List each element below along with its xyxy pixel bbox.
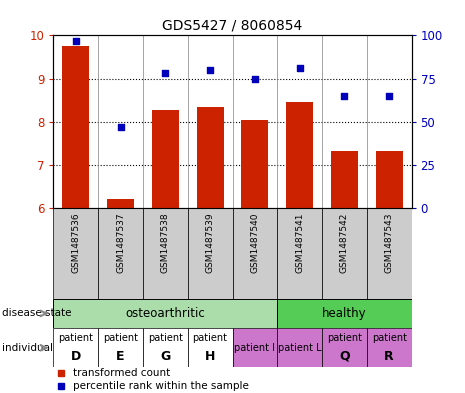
Text: osteoarthritic: osteoarthritic (126, 307, 205, 320)
Bar (107, 199, 134, 208)
Bar (152, 110, 179, 208)
Point (206, 67, 214, 73)
Text: transformed count: transformed count (73, 368, 170, 378)
Bar (331, 151, 358, 208)
Text: E: E (116, 350, 125, 363)
Text: GSM1487539: GSM1487539 (206, 213, 215, 274)
Bar (143, 208, 188, 299)
Bar (98, 328, 143, 367)
Text: individual: individual (2, 343, 53, 353)
Text: GSM1487543: GSM1487543 (385, 213, 394, 273)
Bar (322, 328, 367, 367)
Text: patient: patient (58, 333, 93, 343)
Text: GSM1487537: GSM1487537 (116, 213, 125, 274)
Text: H: H (205, 350, 215, 363)
Bar (367, 328, 412, 367)
Text: G: G (160, 350, 171, 363)
Bar (188, 328, 232, 367)
Text: patient: patient (103, 333, 138, 343)
Text: patient: patient (327, 333, 362, 343)
Point (341, 93, 348, 99)
Bar (286, 101, 313, 208)
Bar (376, 151, 403, 208)
Bar (232, 328, 277, 367)
Text: GSM1487540: GSM1487540 (250, 213, 259, 273)
Bar (277, 299, 412, 328)
Bar (322, 208, 367, 299)
Text: D: D (71, 350, 81, 363)
Text: disease state: disease state (2, 309, 72, 318)
Title: GDS5427 / 8060854: GDS5427 / 8060854 (162, 19, 303, 33)
Bar (53, 208, 98, 299)
Text: patient L: patient L (278, 343, 321, 353)
Point (385, 93, 393, 99)
Bar (197, 107, 224, 208)
Bar (188, 208, 232, 299)
Text: patient: patient (193, 333, 228, 343)
Bar (62, 46, 89, 208)
Text: patient: patient (148, 333, 183, 343)
Point (251, 75, 259, 82)
Bar (98, 208, 143, 299)
Bar (53, 328, 98, 367)
Bar (277, 208, 322, 299)
Text: GSM1487541: GSM1487541 (295, 213, 304, 273)
Bar (143, 328, 188, 367)
Text: GSM1487542: GSM1487542 (340, 213, 349, 273)
Text: percentile rank within the sample: percentile rank within the sample (73, 381, 249, 391)
Text: GSM1487536: GSM1487536 (71, 213, 80, 274)
Bar (53, 299, 277, 328)
Text: GSM1487538: GSM1487538 (161, 213, 170, 274)
Text: patient I: patient I (234, 343, 275, 353)
Point (162, 70, 169, 77)
Text: healthy: healthy (322, 307, 367, 320)
Bar (241, 119, 268, 208)
Text: Q: Q (339, 350, 350, 363)
Text: R: R (385, 350, 394, 363)
Text: patient: patient (372, 333, 407, 343)
Bar (367, 208, 412, 299)
Point (72, 37, 80, 44)
Bar (277, 328, 322, 367)
Point (117, 124, 124, 130)
Point (296, 65, 303, 72)
Bar (232, 208, 277, 299)
